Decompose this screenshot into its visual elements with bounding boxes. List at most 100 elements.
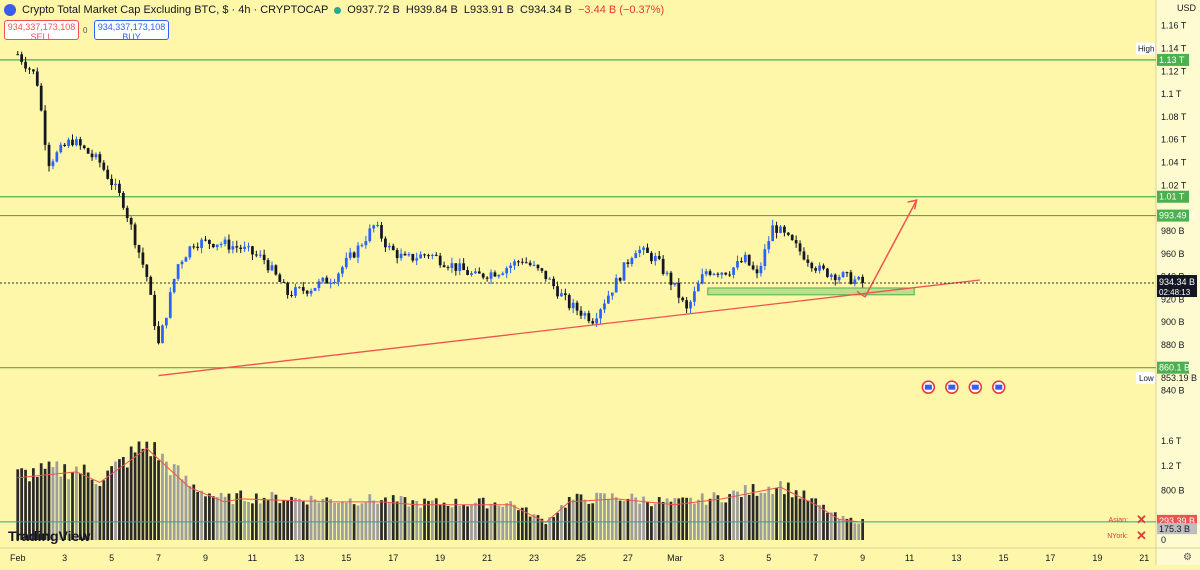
price-tick-label: 880 B: [1161, 340, 1185, 350]
volume-bar: [857, 523, 861, 540]
candle-body: [528, 262, 532, 266]
volume-bar: [86, 472, 90, 540]
candle-body: [368, 228, 372, 242]
candle-body: [67, 139, 70, 147]
volume-bar: [700, 493, 704, 540]
session-label: Asian:: [1109, 517, 1129, 524]
volume-bar: [55, 461, 59, 540]
volume-bar: [599, 493, 602, 540]
candle-body: [661, 258, 665, 274]
time-tick-label: 17: [1045, 553, 1055, 563]
volume-bar: [567, 496, 571, 540]
volume-bar: [560, 505, 563, 540]
level-label: 1.13 T: [1159, 55, 1185, 65]
candle-body: [423, 254, 426, 256]
candle-body: [196, 246, 200, 248]
volume-bar: [282, 500, 286, 540]
volume-bar: [239, 490, 243, 540]
candle-body: [603, 303, 606, 310]
volume-bar: [849, 517, 853, 540]
buy-button[interactable]: 934,337,173,108 BUY: [94, 20, 169, 42]
candle-body: [266, 260, 270, 271]
candle-body: [121, 192, 125, 208]
candle-body: [700, 274, 704, 284]
currency-selector[interactable]: USD: [1176, 3, 1196, 13]
candle-body: [215, 244, 219, 248]
time-tick-label: 3: [62, 553, 67, 563]
volume-bar: [434, 498, 438, 540]
sell-price: 934,337,173,108: [7, 22, 76, 32]
sell-label: SELL: [30, 32, 53, 42]
us-flag-event-icon-inner: [924, 384, 932, 390]
volume-bar: [75, 466, 78, 540]
candle-body: [254, 254, 258, 256]
volume-bar: [771, 493, 775, 540]
candle-body: [634, 253, 638, 259]
candle-body: [567, 295, 571, 309]
candle-body: [380, 225, 383, 239]
volume-bar: [28, 481, 31, 540]
time-tick-label: 11: [248, 553, 257, 563]
time-tick-label: 15: [998, 553, 1008, 563]
volume-bar: [696, 499, 700, 540]
candle-body: [556, 286, 559, 297]
candle-body: [591, 321, 595, 324]
volume-bar: [16, 469, 20, 540]
volume-bar: [826, 512, 829, 540]
settings-gear-icon[interactable]: ⚙: [1183, 552, 1192, 563]
candle-body: [274, 265, 278, 275]
ohlc-open: O937.72 B: [347, 4, 400, 16]
candle-body: [743, 254, 747, 263]
candle-body: [137, 245, 141, 253]
candle-body: [728, 274, 732, 276]
candle-body: [282, 281, 286, 283]
candle-body: [172, 278, 176, 293]
candle-body: [775, 225, 778, 233]
symbol-header[interactable]: Crypto Total Market Cap Excluding BTC, $…: [4, 2, 664, 18]
us-flag-event-icon-inner: [948, 384, 956, 390]
volume-bar: [466, 506, 469, 540]
candle-body: [560, 293, 563, 297]
candle-body: [247, 246, 250, 248]
candle-body: [211, 243, 215, 248]
candle-body: [102, 162, 106, 170]
volume-bar: [137, 441, 141, 540]
candle-body: [712, 273, 716, 275]
volume-bar: [141, 448, 145, 540]
candle-body: [86, 148, 90, 154]
volume-bar: [563, 507, 567, 540]
volume-bar: [677, 498, 681, 540]
volume-bar: [165, 461, 168, 540]
candle-body: [145, 264, 149, 277]
candle-body: [704, 271, 708, 275]
volume-bar: [118, 459, 121, 540]
volume-bar: [153, 442, 157, 540]
symbol-title[interactable]: Crypto Total Market Cap Excluding BTC, $…: [22, 4, 329, 16]
candle-body: [286, 282, 290, 295]
volume-bar: [708, 498, 712, 540]
volume-bar: [211, 496, 215, 540]
candle-body: [430, 254, 434, 256]
volume-bar: [348, 498, 352, 540]
volume-bar: [399, 496, 403, 540]
volume-bar: [145, 441, 149, 540]
candle-body: [321, 277, 325, 282]
volume-bar: [102, 480, 106, 540]
volume-bar: [622, 501, 626, 540]
volume-bar: [98, 485, 102, 540]
volume-bar: [266, 500, 270, 540]
volume-bar: [853, 523, 857, 540]
volume-tick-label: 1.2 T: [1161, 461, 1182, 471]
candle-body: [806, 259, 810, 263]
candle-body: [786, 232, 790, 235]
candle-body: [798, 243, 802, 252]
candle-body: [466, 270, 469, 275]
volume-bar: [317, 502, 321, 540]
volume-group: [16, 441, 865, 540]
tradingview-logo[interactable]: TradingView: [8, 528, 91, 544]
sell-button[interactable]: 934,337,173,108 SELL: [4, 20, 79, 42]
candle-body: [114, 183, 117, 186]
candle-body: [681, 297, 685, 301]
candle-body: [532, 264, 536, 266]
